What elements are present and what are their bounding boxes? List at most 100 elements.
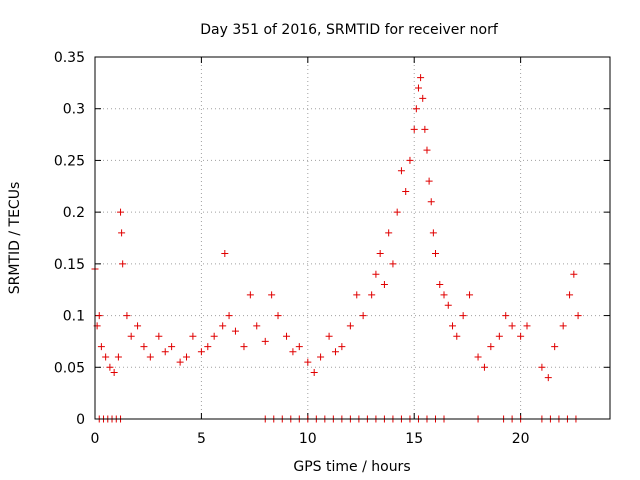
data-point xyxy=(114,353,122,361)
data-point xyxy=(146,353,154,361)
x-tick-label: 0 xyxy=(91,431,100,447)
data-point xyxy=(551,343,559,351)
data-point xyxy=(523,322,531,330)
data-point xyxy=(346,322,354,330)
data-points xyxy=(91,74,582,423)
data-point xyxy=(508,322,516,330)
data-point xyxy=(402,187,410,195)
data-point xyxy=(118,229,126,237)
data-point xyxy=(429,229,437,237)
data-point xyxy=(487,343,495,351)
data-point xyxy=(119,260,127,268)
data-point xyxy=(102,353,110,361)
data-point xyxy=(134,322,142,330)
data-point xyxy=(410,125,418,133)
data-point xyxy=(274,312,282,320)
data-point xyxy=(544,374,552,382)
data-point xyxy=(393,208,401,216)
data-point xyxy=(359,312,367,320)
data-point xyxy=(353,291,361,299)
data-point xyxy=(106,363,114,371)
data-point xyxy=(183,353,191,361)
data-point xyxy=(466,291,474,299)
x-tick-label: 10 xyxy=(299,431,317,447)
data-point xyxy=(495,332,503,340)
data-point xyxy=(283,332,291,340)
data-point xyxy=(423,146,431,154)
data-point xyxy=(176,358,184,366)
data-point xyxy=(412,105,420,113)
data-point xyxy=(219,322,227,330)
data-point xyxy=(517,332,525,340)
data-point xyxy=(444,301,452,309)
data-point xyxy=(110,368,118,376)
data-point xyxy=(289,348,297,356)
y-tick-label: 0 xyxy=(76,412,85,428)
data-point xyxy=(459,312,467,320)
data-point xyxy=(221,250,229,258)
data-point xyxy=(338,343,346,351)
y-tick-label: 0.3 xyxy=(63,102,85,118)
data-point xyxy=(566,291,574,299)
y-tick-label: 0.2 xyxy=(63,205,85,221)
data-point xyxy=(246,291,254,299)
data-point xyxy=(95,312,103,320)
data-point xyxy=(559,322,567,330)
grid xyxy=(95,57,610,419)
data-point xyxy=(253,322,261,330)
data-point xyxy=(295,343,303,351)
data-point xyxy=(372,270,380,278)
tick-labels: 0 5 10 15 20 0 0.05 0.1 0.15 0.2 0.25 0.3 0.35 xyxy=(54,50,530,447)
data-point xyxy=(574,312,582,320)
y-tick-label: 0.25 xyxy=(54,153,85,169)
y-tick-label: 0.15 xyxy=(54,257,85,273)
ticks xyxy=(94,56,610,420)
data-point xyxy=(380,281,388,289)
data-point xyxy=(97,343,105,351)
x-tick-label: 5 xyxy=(197,431,206,447)
y-axis-label: SRMTID / TECUs xyxy=(7,182,23,295)
y-tick-label: 0.1 xyxy=(63,309,85,325)
data-point xyxy=(397,167,405,175)
data-point xyxy=(389,260,397,268)
data-point xyxy=(225,312,233,320)
chart-title: Day 351 of 2016, SRMTID for receiver nor… xyxy=(200,22,499,38)
data-point xyxy=(406,156,414,164)
plot-frame xyxy=(94,56,611,420)
data-point xyxy=(210,332,218,340)
data-point xyxy=(231,327,239,335)
data-point xyxy=(261,337,269,345)
y-tick-label: 0.35 xyxy=(54,50,85,66)
data-point xyxy=(421,125,429,133)
data-point xyxy=(123,312,131,320)
data-point xyxy=(453,332,461,340)
data-point xyxy=(440,291,448,299)
data-point xyxy=(414,84,422,92)
data-point xyxy=(325,332,333,340)
data-point xyxy=(155,332,163,340)
data-point xyxy=(240,343,248,351)
data-point xyxy=(431,250,439,258)
x-tick-label: 15 xyxy=(405,431,423,447)
data-point xyxy=(538,363,546,371)
data-point xyxy=(570,270,578,278)
data-point xyxy=(197,348,205,356)
data-point xyxy=(436,281,444,289)
data-point xyxy=(117,208,125,216)
data-point xyxy=(502,312,510,320)
data-point xyxy=(140,343,148,351)
data-point xyxy=(189,332,197,340)
data-point xyxy=(127,332,135,340)
data-point xyxy=(268,291,276,299)
data-point xyxy=(385,229,393,237)
data-point xyxy=(331,348,339,356)
data-point xyxy=(427,198,435,206)
data-point xyxy=(368,291,376,299)
data-point xyxy=(204,343,212,351)
data-point xyxy=(480,363,488,371)
data-point xyxy=(474,353,482,361)
data-point xyxy=(376,250,384,258)
data-point xyxy=(417,74,425,82)
data-point xyxy=(161,348,169,356)
